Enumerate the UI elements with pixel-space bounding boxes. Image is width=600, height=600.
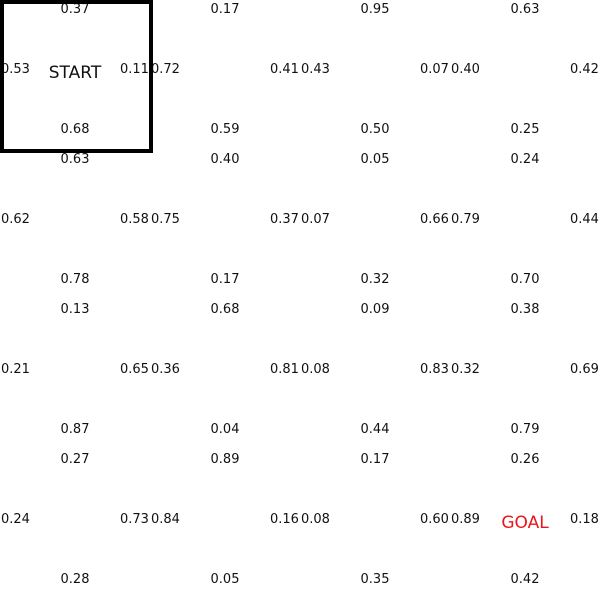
q-value-left: 0.79 bbox=[451, 212, 480, 227]
q-value-up: 0.68 bbox=[210, 302, 240, 317]
q-value-down: 0.32 bbox=[360, 272, 390, 287]
grid-cell: 0.63 0.78 0.62 0.58 bbox=[0, 150, 150, 300]
q-value-down: 0.42 bbox=[510, 572, 540, 587]
q-value-right: 0.44 bbox=[570, 212, 599, 227]
q-value-left: 0.08 bbox=[301, 362, 330, 377]
grid-cell: 0.38 0.79 0.32 0.69 bbox=[450, 300, 600, 450]
q-value-right: 0.07 bbox=[420, 62, 449, 77]
q-value-down: 0.25 bbox=[510, 122, 540, 137]
grid-cell: 0.26 0.42 0.89 0.18 GOAL bbox=[450, 450, 600, 600]
goal-label: GOAL bbox=[501, 513, 549, 533]
q-value-down: 0.79 bbox=[510, 422, 540, 437]
q-value-down: 0.59 bbox=[210, 122, 240, 137]
q-value-left: 0.43 bbox=[301, 62, 330, 77]
q-value-right: 0.69 bbox=[570, 362, 599, 377]
q-value-right: 0.18 bbox=[570, 512, 599, 527]
q-value-left: 0.08 bbox=[301, 512, 330, 527]
q-value-down: 0.28 bbox=[60, 572, 90, 587]
q-value-left: 0.40 bbox=[451, 62, 480, 77]
grid-cell: 0.89 0.05 0.84 0.16 bbox=[150, 450, 300, 600]
q-value-down: 0.17 bbox=[210, 272, 240, 287]
q-value-right: 0.73 bbox=[120, 512, 149, 527]
q-value-up: 0.89 bbox=[210, 452, 240, 467]
q-value-right: 0.11 bbox=[120, 62, 149, 77]
q-value-down: 0.50 bbox=[360, 122, 390, 137]
grid-cell: 0.27 0.28 0.24 0.73 bbox=[0, 450, 150, 600]
start-label: START bbox=[48, 63, 102, 83]
q-value-up: 0.63 bbox=[510, 2, 540, 17]
q-value-right: 0.16 bbox=[270, 512, 299, 527]
q-value-right: 0.66 bbox=[420, 212, 449, 227]
grid-cell: 0.24 0.70 0.79 0.44 bbox=[450, 150, 600, 300]
q-value-down: 0.35 bbox=[360, 572, 390, 587]
q-value-right: 0.83 bbox=[420, 362, 449, 377]
q-value-up: 0.13 bbox=[60, 302, 90, 317]
q-value-up: 0.27 bbox=[60, 452, 90, 467]
q-value-down: 0.04 bbox=[210, 422, 240, 437]
q-value-left: 0.53 bbox=[1, 62, 30, 77]
grid-cell: 0.68 0.04 0.36 0.81 bbox=[150, 300, 300, 450]
grid-cell: 0.40 0.17 0.75 0.37 bbox=[150, 150, 300, 300]
q-value-up: 0.17 bbox=[210, 2, 240, 17]
q-value-down: 0.05 bbox=[210, 572, 240, 587]
q-value-left: 0.72 bbox=[151, 62, 180, 77]
q-value-up: 0.26 bbox=[510, 452, 540, 467]
grid-cell: 0.95 0.50 0.43 0.07 bbox=[300, 0, 450, 150]
grid-cell: 0.09 0.44 0.08 0.83 bbox=[300, 300, 450, 450]
q-value-right: 0.37 bbox=[270, 212, 299, 227]
q-value-right: 0.41 bbox=[270, 62, 299, 77]
q-value-left: 0.89 bbox=[451, 512, 480, 527]
q-value-down: 0.70 bbox=[510, 272, 540, 287]
q-value-left: 0.07 bbox=[301, 212, 330, 227]
q-value-left: 0.62 bbox=[1, 212, 30, 227]
q-value-down: 0.44 bbox=[360, 422, 390, 437]
q-value-right: 0.42 bbox=[570, 62, 599, 77]
q-value-left: 0.36 bbox=[151, 362, 180, 377]
q-value-up: 0.24 bbox=[510, 152, 540, 167]
q-value-down: 0.68 bbox=[60, 122, 90, 137]
q-value-left: 0.21 bbox=[1, 362, 30, 377]
q-value-up: 0.37 bbox=[60, 2, 90, 17]
q-value-up: 0.95 bbox=[360, 2, 390, 17]
q-value-left: 0.84 bbox=[151, 512, 180, 527]
grid-cell: 0.05 0.32 0.07 0.66 bbox=[300, 150, 450, 300]
q-value-up: 0.63 bbox=[60, 152, 90, 167]
q-value-down: 0.78 bbox=[60, 272, 90, 287]
q-value-left: 0.24 bbox=[1, 512, 30, 527]
q-value-up: 0.17 bbox=[360, 452, 390, 467]
q-value-right: 0.60 bbox=[420, 512, 449, 527]
grid-cell: 0.13 0.87 0.21 0.65 bbox=[0, 300, 150, 450]
q-value-right: 0.81 bbox=[270, 362, 299, 377]
grid-cell: 0.17 0.59 0.72 0.41 bbox=[150, 0, 300, 150]
q-value-up: 0.09 bbox=[360, 302, 390, 317]
grid-cell: 0.37 0.68 0.53 0.11 START bbox=[0, 0, 150, 150]
q-value-left: 0.75 bbox=[151, 212, 180, 227]
q-value-up: 0.05 bbox=[360, 152, 390, 167]
q-value-right: 0.65 bbox=[120, 362, 149, 377]
q-value-down: 0.87 bbox=[60, 422, 90, 437]
q-value-up: 0.38 bbox=[510, 302, 540, 317]
grid-cell: 0.17 0.35 0.08 0.60 bbox=[300, 450, 450, 600]
q-value-up: 0.40 bbox=[210, 152, 240, 167]
q-value-left: 0.32 bbox=[451, 362, 480, 377]
grid-cell: 0.63 0.25 0.40 0.42 bbox=[450, 0, 600, 150]
q-value-right: 0.58 bbox=[120, 212, 149, 227]
